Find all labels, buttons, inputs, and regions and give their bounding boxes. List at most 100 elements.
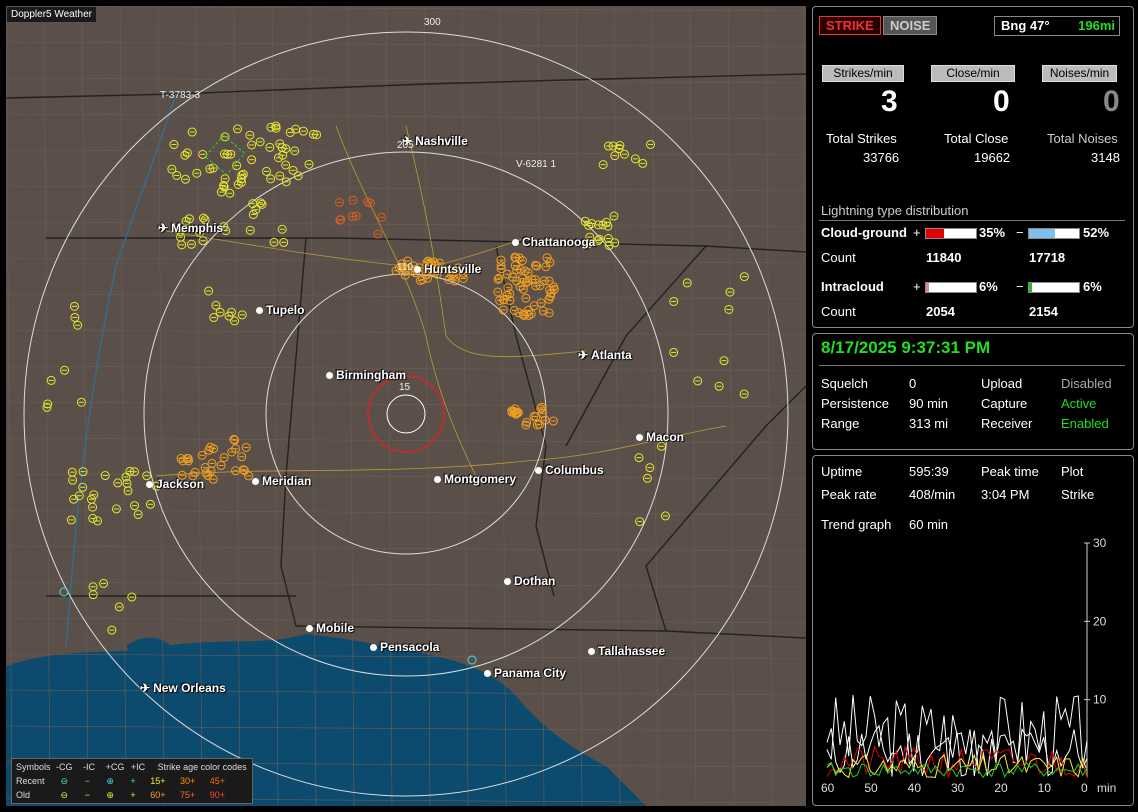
strikes-rate: 3 [881,85,898,118]
strike-marker [518,284,528,294]
city-label: New Orleans [153,681,226,695]
strike-marker [142,471,152,481]
strike-marker [444,274,454,284]
strike-marker [266,174,276,184]
strike-marker [129,467,139,477]
strike-marker [493,287,503,297]
strike-marker [598,160,608,170]
plot-value[interactable]: Strike [1061,487,1095,502]
map-canvas[interactable] [6,6,806,806]
strike-marker [510,261,520,271]
city-montgomery: Montgomery [434,472,516,486]
strike-marker [248,209,258,219]
strike-marker [255,137,265,147]
strike-marker [493,274,503,284]
strike-marker [175,226,185,236]
neg-cg-icon: ⊖ [60,790,69,800]
uptime-value: 595:39 [909,464,949,479]
neg-ic-icon: − [84,776,90,786]
total-noises-value: 3148 [1091,150,1120,165]
strike-marker [304,159,314,169]
state-border [645,385,806,632]
strike-marker [531,260,541,270]
ic-negative-count: 2154 [1029,304,1058,319]
strike-marker [169,140,179,150]
close-per-min-button[interactable]: Close/min [931,65,1015,82]
city-new-orleans: ✈ New Orleans [140,681,226,695]
mississippi-river [65,93,177,647]
strike-marker [400,264,410,274]
strike-marker [351,211,361,221]
highway [165,230,527,269]
strike-marker [634,453,644,463]
storm-tag: V-6281 1 [516,159,557,170]
strike-marker [230,316,240,326]
county-line [6,401,806,408]
strike-marker [505,295,515,305]
strike-marker [544,294,554,304]
strike-marker [642,473,652,483]
plus-sign: + [913,225,921,240]
county-line [6,41,806,48]
strike-marker [177,470,187,480]
trend-y-tick-label: 10 [1093,693,1107,707]
strikes-per-min-button[interactable]: Strikes/min [822,65,904,82]
county-line [765,6,773,806]
city-dothan: Dothan [504,574,555,588]
county-line [6,6,13,806]
strike-marker [521,293,531,303]
strike-marker [229,434,239,444]
airport-icon: ✈ [402,134,413,148]
range-label-110: 110 [397,262,413,273]
strike-marker [432,269,442,279]
cg-negative-bar [1028,228,1080,239]
strike-marker [610,151,620,161]
strike-marker [400,270,410,280]
strike-marker [221,226,231,236]
strike-marker [403,256,413,266]
ic-positive-count: 2054 [926,304,955,319]
status-key: Capture [981,396,1028,411]
county-line [309,6,317,806]
county-line [6,365,806,372]
strike-marker [133,509,143,519]
city-label: Pensacola [380,640,440,654]
strike-marker [376,212,386,222]
strike-marker [635,517,645,527]
cg-negative-count: 17718 [1029,250,1066,265]
strike-marker [587,218,597,228]
strike-marker [397,262,407,272]
strike-marker [113,478,123,488]
strike-marker [121,472,131,482]
airport-icon: ✈ [140,681,151,695]
ic-positive-bar [925,282,977,293]
range-label-300: 300 [424,17,441,28]
strike-marker [693,376,703,386]
strike-marker [646,139,656,149]
city-dot-icon [636,434,643,442]
airport-icon: ✈ [578,348,589,362]
strike-marker [660,511,670,521]
county-line [423,6,431,806]
strike-marker [453,263,463,273]
strike-marker [188,471,198,481]
strike-marker [181,216,191,226]
state-border [565,245,707,447]
strike-marker [601,217,611,227]
legend-symbols-title: Symbols [16,762,51,772]
strike-marker [277,224,287,234]
strike-marker [739,389,749,399]
noises-per-min-button[interactable]: Noises/min [1042,65,1117,82]
noise-mode-button[interactable]: NOISE [883,16,938,35]
strike-marker [609,211,619,221]
city-label: Birmingham [336,368,407,382]
strike-marker [43,399,53,409]
status-key: Persistence [821,396,889,411]
strike-marker [656,441,666,451]
county-line [195,6,203,806]
status-panel: 8/17/2025 9:37:31 PM Squelch 0 Upload Disab… [812,333,1134,450]
lightning-map[interactable]: Doppler5 Weather ✈ Nashville ✈ Memphis Chatt… [6,6,806,806]
county-line [6,113,806,120]
strike-mode-button[interactable]: STRIKE [819,16,881,35]
trend-graph-value[interactable]: 60 min [909,517,949,532]
